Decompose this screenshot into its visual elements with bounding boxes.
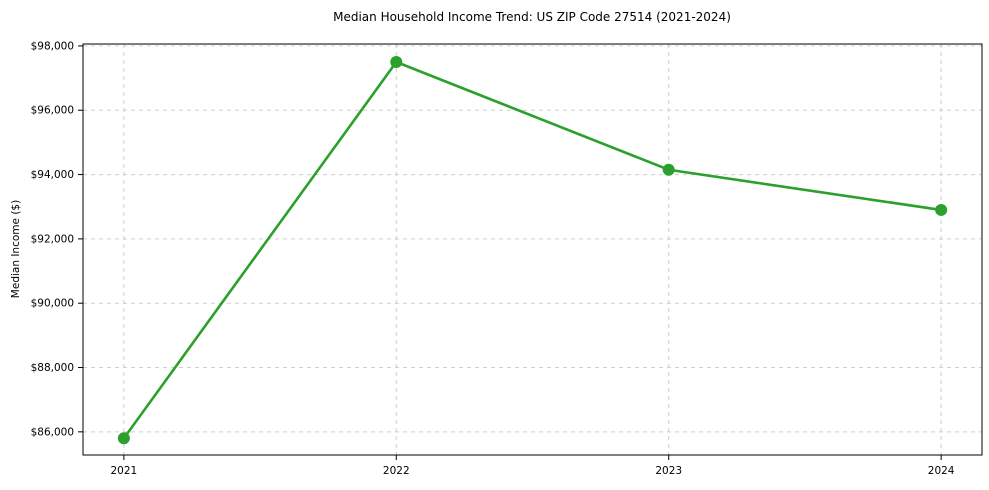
x-tick-label: 2022 xyxy=(383,465,410,477)
axes-layer: $86,000 $88,000 $90,000 $92,000 $94,000 $96,0… xyxy=(31,40,983,477)
series-layer xyxy=(117,56,948,445)
data-point xyxy=(935,203,948,216)
series-line xyxy=(122,60,943,440)
plot-spines xyxy=(82,43,983,456)
x-tick-label: 2021 xyxy=(110,465,137,477)
grid-layer xyxy=(83,44,982,455)
y-tick-label: $88,000 xyxy=(31,362,74,374)
y-axis-label: Median Income ($) xyxy=(10,200,22,298)
y-tick-label: $94,000 xyxy=(31,169,74,181)
y-tick-label: $86,000 xyxy=(31,426,74,438)
chart-title: Median Household Income Trend: US ZIP Co… xyxy=(333,10,731,24)
y-tick-label: $92,000 xyxy=(31,233,74,245)
data-point xyxy=(117,432,130,445)
data-point xyxy=(662,163,675,176)
y-tick-label: $90,000 xyxy=(31,298,74,310)
x-tick-label: 2023 xyxy=(655,465,682,477)
data-point xyxy=(390,56,403,69)
y-tick-label: $96,000 xyxy=(31,105,74,117)
y-tick-label: $98,000 xyxy=(31,40,74,52)
x-tick-label: 2024 xyxy=(928,465,955,477)
